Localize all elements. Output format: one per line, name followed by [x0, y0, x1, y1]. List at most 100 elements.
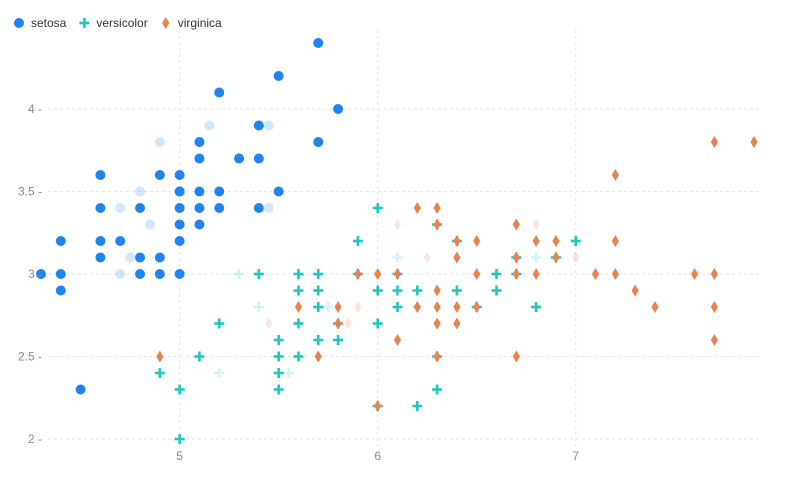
versicolor-point: [570, 236, 581, 246]
setosa-point: [95, 252, 106, 263]
virginica-point: [473, 235, 481, 247]
setosa-point: [253, 120, 264, 131]
virginica-point: [433, 301, 441, 313]
versicolor-point: [313, 269, 324, 279]
virginica-point: [433, 317, 441, 330]
versicolor-point: [333, 335, 344, 345]
virginica-point: [453, 235, 461, 247]
virginica-faded-point: [532, 218, 540, 231]
setosa-faded-point: [135, 186, 146, 197]
setosa-point: [115, 236, 126, 246]
virginica-point: [294, 301, 303, 313]
virginica-point: [413, 202, 421, 214]
virginica-faded-point: [265, 317, 273, 330]
setosa-point: [174, 186, 185, 197]
setosa-point: [174, 269, 185, 279]
virginica-point: [334, 301, 342, 313]
setosa-point: [95, 236, 106, 246]
setosa-point: [194, 186, 205, 197]
legend-marker-virginica: [162, 17, 170, 29]
virginica-point: [611, 268, 619, 280]
versicolor-faded-point: [253, 302, 264, 312]
virginica-point: [453, 317, 461, 330]
versicolor-point: [253, 269, 264, 279]
y-tick-label: 2.5 -: [18, 350, 42, 364]
versicolor-faded-point: [234, 269, 245, 279]
setosa-point: [214, 203, 225, 213]
setosa-point: [55, 236, 66, 246]
virginica-point: [651, 301, 659, 313]
virginica-point: [334, 317, 342, 330]
versicolor-point: [313, 302, 324, 312]
versicolor-point: [293, 351, 304, 362]
y-tick-label: 2 -: [28, 432, 42, 446]
setosa-point: [174, 170, 185, 180]
setosa-point: [135, 269, 146, 279]
setosa-point: [214, 186, 225, 197]
versicolor-point: [174, 434, 185, 444]
virginica-faded-point: [572, 251, 580, 264]
versicolor-point: [293, 318, 304, 329]
axes: 5 6 7 2 - 2.5 - 3 - 3.5 - 4 -: [18, 102, 579, 463]
virginica-point: [433, 202, 441, 214]
legend-label-virginica: virginica: [178, 16, 222, 30]
virginica-faded-point: [354, 301, 362, 313]
virginica-faded-point: [423, 251, 431, 264]
virginica-point: [433, 350, 441, 363]
virginica-point: [690, 268, 699, 280]
versicolor-point: [412, 401, 423, 411]
virginica-point: [710, 268, 718, 280]
virginica-point: [433, 284, 441, 297]
setosa-faded-point: [144, 219, 155, 230]
virginica-point: [750, 136, 758, 148]
setosa-point: [174, 219, 185, 230]
setosa-point: [194, 219, 205, 230]
legend-marker-versicolor: [79, 18, 90, 28]
virginica-point: [532, 268, 540, 280]
virginica-point: [156, 350, 164, 363]
setosa-point: [36, 269, 46, 279]
versicolor-point: [352, 236, 363, 246]
virginica-point: [473, 301, 481, 313]
x-tick-label: 7: [572, 449, 579, 463]
virginica-point: [453, 301, 461, 313]
versicolor-point: [372, 285, 383, 296]
versicolor-point: [273, 384, 284, 395]
versicolor-faded-point: [283, 368, 294, 378]
y-tick-label: 3.5 -: [18, 185, 42, 199]
virginica-point: [710, 334, 718, 346]
versicolor-point: [392, 285, 403, 296]
setosa-point: [313, 137, 324, 147]
versicolor-point: [432, 384, 443, 395]
setosa-point: [194, 203, 205, 213]
x-tick-label: 5: [176, 449, 183, 463]
versicolor-point: [154, 368, 165, 378]
versicolor-point: [293, 285, 304, 296]
setosa-faded-point: [263, 203, 274, 213]
virginica-point: [710, 136, 718, 148]
setosa-point: [333, 104, 344, 114]
versicolor-point: [491, 285, 502, 296]
versicolor-point: [194, 351, 205, 362]
versicolor-point: [372, 203, 383, 213]
legend-label-versicolor: versicolor: [96, 16, 147, 30]
legend: setosa versicolor virginica: [14, 16, 222, 30]
setosa-point: [253, 203, 264, 213]
versicolor-point: [273, 368, 284, 378]
setosa-point: [55, 269, 66, 279]
setosa-point: [154, 170, 165, 180]
versicolor-point: [491, 269, 502, 279]
virginica-point: [611, 235, 619, 247]
legend-label-setosa: setosa: [31, 16, 67, 30]
setosa-point: [194, 153, 205, 164]
versicolor-point: [273, 351, 284, 362]
virginica-point: [532, 235, 540, 247]
setosa-point: [154, 269, 165, 279]
setosa-faded-point: [125, 252, 136, 263]
virginica-point: [374, 400, 382, 412]
versicolor-faded-point: [531, 252, 542, 263]
setosa-point: [154, 252, 165, 263]
setosa-point: [95, 203, 106, 213]
versicolor-faded-point: [214, 368, 225, 378]
